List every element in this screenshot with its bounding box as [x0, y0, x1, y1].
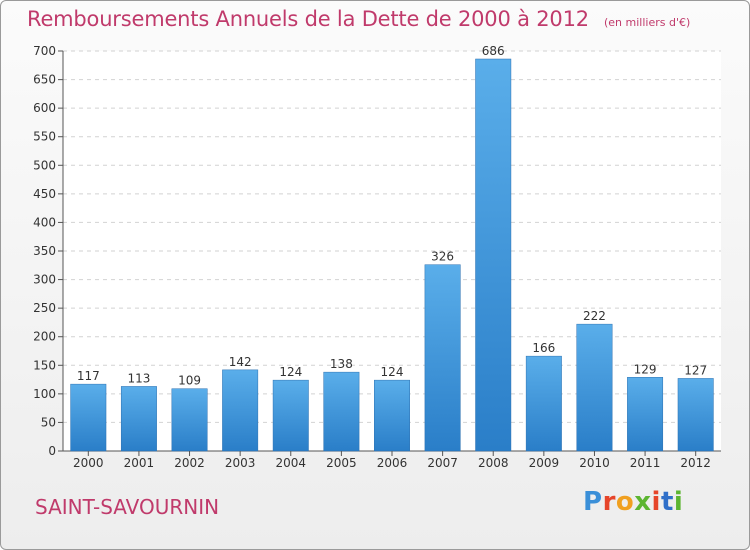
bar-value-label: 166: [532, 341, 555, 355]
bar: [171, 388, 208, 452]
x-tick-label: 2004: [275, 456, 306, 470]
x-tick-label: 2003: [225, 456, 256, 470]
y-tick-label: 250: [33, 301, 56, 315]
x-tick-label: 2011: [630, 456, 661, 470]
y-tick-label: 400: [33, 215, 56, 229]
bar: [677, 378, 714, 452]
bar: [120, 386, 157, 452]
x-tick-label: 2010: [579, 456, 610, 470]
bar-value-label: 326: [431, 250, 454, 264]
bar-value-label: 142: [229, 355, 252, 369]
y-tick-label: 100: [33, 387, 56, 401]
y-tick-label: 0: [48, 444, 56, 458]
bar-value-label: 686: [482, 44, 505, 58]
x-tick-label: 2007: [427, 456, 458, 470]
chart-title: Remboursements Annuels de la Dette de 20…: [27, 7, 589, 31]
commune-name: SAINT-SAVOURNIN: [35, 495, 220, 519]
bar-chart: 0 50 100 150 200 250 300 350 400 450 500 550 600 650 7…: [33, 44, 721, 470]
y-tick-label: 650: [33, 73, 56, 87]
y-tick-label: 300: [33, 273, 56, 287]
y-tick-label: 500: [33, 158, 56, 172]
proxiti-logo: Proxiti: [583, 487, 684, 517]
y-tick-label: 350: [33, 244, 56, 258]
y-tick-label: 600: [33, 101, 56, 115]
bar-value-label: 138: [330, 357, 353, 371]
x-tick-label: 2005: [326, 456, 357, 470]
x-tick-label: 2006: [377, 456, 408, 470]
bar-value-label: 127: [684, 363, 707, 377]
bar-value-label: 113: [127, 371, 150, 385]
bar: [475, 58, 512, 452]
x-tick-label: 2012: [680, 456, 711, 470]
bar: [222, 369, 259, 452]
bar-value-label: 129: [634, 362, 657, 376]
x-tick-label: 2009: [529, 456, 560, 470]
bar: [424, 264, 461, 452]
bar-value-label: 124: [279, 365, 302, 379]
bar-value-label: 222: [583, 309, 606, 323]
x-tick-label: 2008: [478, 456, 509, 470]
bar-value-label: 117: [77, 369, 100, 383]
bar: [374, 379, 410, 452]
bar-value-label: 124: [381, 365, 404, 379]
title-row: Remboursements Annuels de la Dette de 20…: [27, 7, 690, 31]
y-tick-label: 50: [41, 415, 56, 429]
bar: [627, 377, 664, 452]
y-tick-label: 200: [33, 330, 56, 344]
x-tick-label: 2002: [174, 456, 205, 470]
y-tick-label: 150: [33, 358, 56, 372]
bar: [576, 323, 613, 452]
y-tick-label: 700: [33, 44, 56, 58]
chart-unit: (en milliers d'€): [604, 16, 691, 29]
bar: [525, 355, 562, 452]
bar: [323, 371, 360, 452]
y-tick-label: 450: [33, 187, 56, 201]
x-tick-label: 2001: [124, 456, 155, 470]
y-tick-label: 550: [33, 130, 56, 144]
x-tick-label: 2000: [73, 456, 104, 470]
bar: [70, 383, 107, 452]
bar-value-label: 109: [178, 374, 201, 388]
bar: [272, 379, 309, 452]
